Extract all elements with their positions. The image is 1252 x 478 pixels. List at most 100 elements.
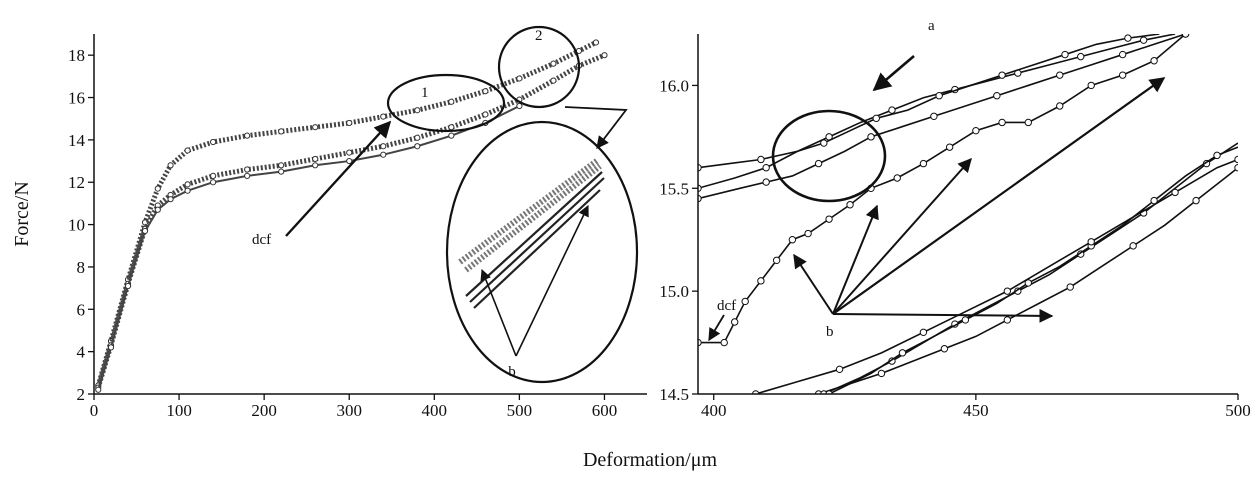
left-x-tick-label: 500 (507, 401, 533, 420)
right-series-line-2 (698, 34, 1186, 200)
label-circle-2: 2 (535, 28, 543, 44)
right-series-1-point (757, 277, 765, 285)
right-series-1-point (972, 126, 980, 135)
left-y-tick-label: 10 (68, 216, 85, 235)
left-x-tick-label: 600 (592, 401, 618, 420)
left-series-2-point (601, 52, 608, 59)
right-y-tick-label: 15.0 (659, 282, 689, 301)
inset-ellipse (445, 120, 639, 384)
right-series-1-point (846, 201, 854, 209)
right-series-3-point (698, 164, 702, 172)
left-series-3-point (154, 206, 161, 213)
left-series-2-point (482, 111, 489, 118)
right-series-1-point (772, 256, 781, 264)
inset-trace-4 (469, 177, 605, 303)
right-series-2-point (930, 112, 938, 120)
right-series-4-point (762, 164, 770, 172)
left-y-tick-label: 12 (68, 173, 85, 192)
left-y-tick-label: 4 (77, 343, 86, 362)
left-series-1-point (516, 75, 523, 82)
left-series-3-point (346, 157, 353, 165)
right-plot-area (698, 34, 1238, 394)
left-series-1-point (346, 119, 353, 127)
arrow-a (872, 55, 915, 92)
callout-pointer (564, 106, 628, 150)
left-series-3-point (414, 143, 421, 150)
left-series-1-point (312, 124, 319, 131)
left-x-tick-label: 0 (90, 401, 99, 420)
right-series-8-point (1234, 155, 1238, 164)
left-series-3-point (95, 386, 102, 393)
left-series-3-point (141, 227, 149, 235)
left-series-2-point (278, 162, 285, 169)
right-series-5-point (1066, 283, 1074, 291)
right-series-4-point (1061, 50, 1069, 59)
label-dcf-left: dcf (252, 232, 271, 248)
x-axis-title: Deformation/μm (583, 449, 717, 471)
left-ticks: 0 100 200 300 400 500 600 2 4 6 8 10 12 14 16 18 (68, 46, 617, 420)
left-series-line-1 (95, 40, 598, 387)
right-series-1-point (741, 297, 749, 306)
right-series-4-point (698, 184, 702, 192)
left-series-1-point (482, 88, 489, 95)
left-series-1-point (414, 107, 421, 114)
right-series-line-8 (755, 158, 1238, 394)
left-series-2-point (380, 143, 387, 150)
inset-trace-2 (464, 163, 602, 273)
right-series-1-point (720, 338, 728, 347)
label-a: a (928, 18, 935, 34)
right-x-tick-label: 450 (963, 401, 989, 420)
highlight-circle (771, 109, 887, 203)
left-series-2-point (448, 124, 455, 131)
right-series-5-point (1003, 316, 1012, 324)
right-series-2-point (814, 159, 823, 168)
label-b-left: b (508, 364, 516, 380)
right-x-tick-label: 400 (701, 401, 727, 420)
right-x-tick-label: 500 (1225, 401, 1251, 420)
right-series-1-point (1087, 81, 1095, 90)
left-series-2-point (184, 181, 191, 188)
right-series-3-point (757, 155, 765, 164)
left-series-3-point (210, 179, 217, 186)
left-series-1-point (244, 132, 251, 139)
left-series-3-point (124, 282, 132, 290)
left-series-3-point (312, 162, 319, 169)
left-series-2-point (312, 155, 319, 163)
right-series-line-7 (828, 146, 1238, 394)
right-series-5-point (1192, 196, 1200, 205)
right-series-2-point (1118, 50, 1127, 59)
inset-trace-1 (458, 157, 600, 265)
right-series-1-point (804, 229, 812, 238)
left-series-1-point (448, 98, 455, 105)
right-series-line-1 (698, 34, 1187, 344)
right-y-tick-label: 14.5 (659, 385, 689, 404)
left-series-3-point (184, 187, 191, 194)
label-b-right: b (826, 324, 834, 340)
right-series-1-point (825, 215, 833, 223)
left-series-3-point (107, 344, 115, 351)
label-circle-1: 1 (421, 85, 429, 101)
left-series-2-point (414, 134, 421, 141)
left-series-line-2 (95, 52, 606, 389)
left-series-2-point (550, 77, 557, 84)
left-x-tick-label: 100 (166, 401, 192, 420)
right-series-1-point (893, 174, 901, 182)
right-series-3-point (1139, 36, 1148, 44)
b-arrow-4 (832, 77, 1166, 315)
left-series-1-point (154, 185, 161, 192)
right-series-2-point (993, 92, 1001, 100)
left-series-1-point (592, 39, 600, 46)
right-series-1-point (730, 318, 739, 326)
right-series-2-point (1181, 34, 1190, 38)
left-y-tick-label: 2 (77, 385, 86, 404)
right-series-line-5 (818, 167, 1238, 394)
right-series-1-point (788, 236, 797, 244)
right-series-1-point (698, 338, 702, 347)
zoom-circle-1 (386, 73, 506, 133)
left-series-3-point (448, 132, 455, 139)
right-series-2-point (698, 194, 702, 203)
right-series-2-point (762, 178, 770, 186)
right-series-5-point (877, 369, 886, 378)
